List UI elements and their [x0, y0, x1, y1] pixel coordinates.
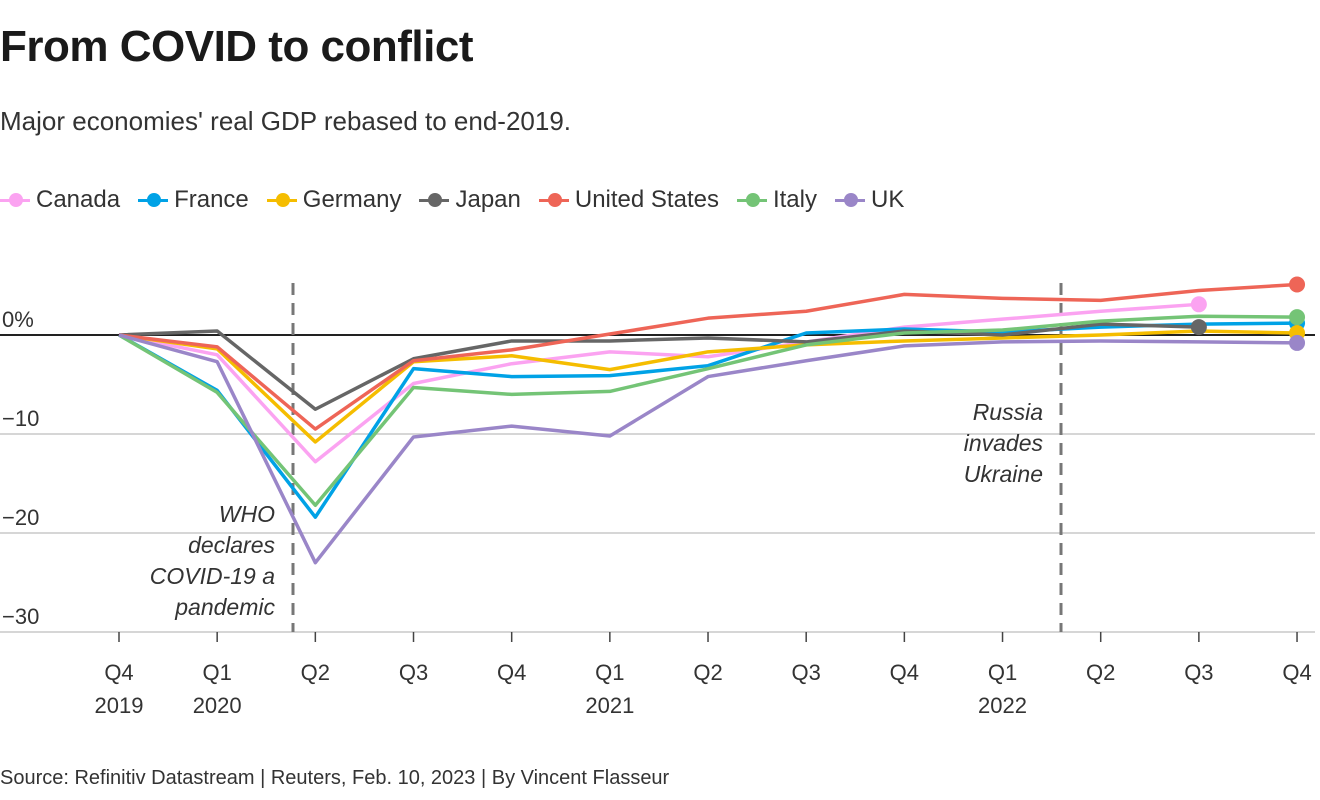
chart-title: From COVID to conflict: [0, 22, 474, 71]
y-tick-label: 0%: [2, 307, 34, 332]
x-tick-label: Q2: [301, 660, 330, 685]
legend-label: United States: [574, 186, 719, 213]
series-end-point: [1289, 309, 1306, 326]
chart-subtitle: Major economies' real GDP rebased to end…: [0, 106, 572, 136]
x-tick-label: Q2: [1086, 660, 1115, 685]
legend-swatch: [266, 192, 297, 208]
legend-item: UK: [834, 186, 905, 214]
event-annotation: invades: [964, 430, 1044, 456]
event-annotation: Ukraine: [964, 461, 1043, 487]
x-tick-label: Q1: [595, 660, 624, 685]
series-end-point: [1190, 319, 1207, 336]
series-line-japan: [118, 322, 1199, 411]
series-line-italy: [118, 314, 1298, 508]
legend-item: France: [138, 186, 249, 214]
series-line-canada: [118, 302, 1199, 464]
event-annotation: pandemic: [174, 594, 275, 620]
legend-label: Japan: [455, 186, 521, 213]
x-tick-label: Q1: [988, 660, 1017, 685]
legend-label: UK: [870, 186, 905, 213]
x-tick-label: Q1: [202, 660, 231, 685]
legend: Canada France Germany Japan United States Ita…: [0, 186, 922, 214]
x-tick-label: Q3: [1184, 660, 1213, 685]
event-annotation: declares: [188, 532, 275, 558]
legend-item: Japan: [419, 186, 521, 214]
event-annotation: COVID-19 a: [150, 563, 275, 589]
x-tick-label: Q3: [399, 660, 428, 685]
legend-item: Italy: [736, 186, 817, 214]
series-end-point: [1289, 276, 1306, 293]
series-line-germany: [118, 329, 1298, 444]
series-line-uk: [118, 333, 1298, 565]
legend-swatch: [538, 192, 569, 208]
y-tick-label: −10: [2, 406, 39, 431]
x-tick-label: Q4: [104, 660, 133, 685]
series-line-france: [118, 321, 1298, 519]
legend-label: Italy: [772, 186, 817, 213]
legend-swatch: [0, 192, 30, 208]
y-tick-label: −20: [2, 505, 39, 530]
event-annotation: Russia: [973, 399, 1043, 425]
event-annotation: WHO: [219, 501, 275, 527]
series-end-point: [1190, 296, 1207, 313]
legend-swatch: [138, 192, 169, 208]
series-line-united-states: [118, 282, 1298, 431]
legend-item: Germany: [266, 186, 402, 214]
y-tick-label: −30: [2, 604, 39, 629]
x-tick-year-label: 2020: [193, 693, 242, 718]
legend-swatch: [834, 192, 865, 208]
legend-item: United States: [538, 186, 719, 214]
legend-item: Canada: [0, 186, 120, 214]
legend-label: Germany: [302, 186, 402, 213]
x-tick-label: Q4: [497, 660, 526, 685]
legend-label: Canada: [36, 186, 121, 213]
x-tick-year-label: 2021: [585, 693, 634, 718]
series-end-point: [1289, 334, 1306, 351]
legend-swatch: [419, 192, 450, 208]
legend-swatch: [736, 192, 767, 208]
x-tick-year-label: 2022: [978, 693, 1027, 718]
x-tick-year-label: 2019: [95, 693, 144, 718]
x-tick-label: Q4: [890, 660, 919, 685]
x-tick-label: Q4: [1282, 660, 1311, 685]
x-tick-label: Q3: [792, 660, 821, 685]
x-tick-label: Q2: [693, 660, 722, 685]
source-note: Source: Refinitiv Datastream | Reuters, …: [0, 767, 670, 789]
legend-label: France: [174, 186, 249, 213]
